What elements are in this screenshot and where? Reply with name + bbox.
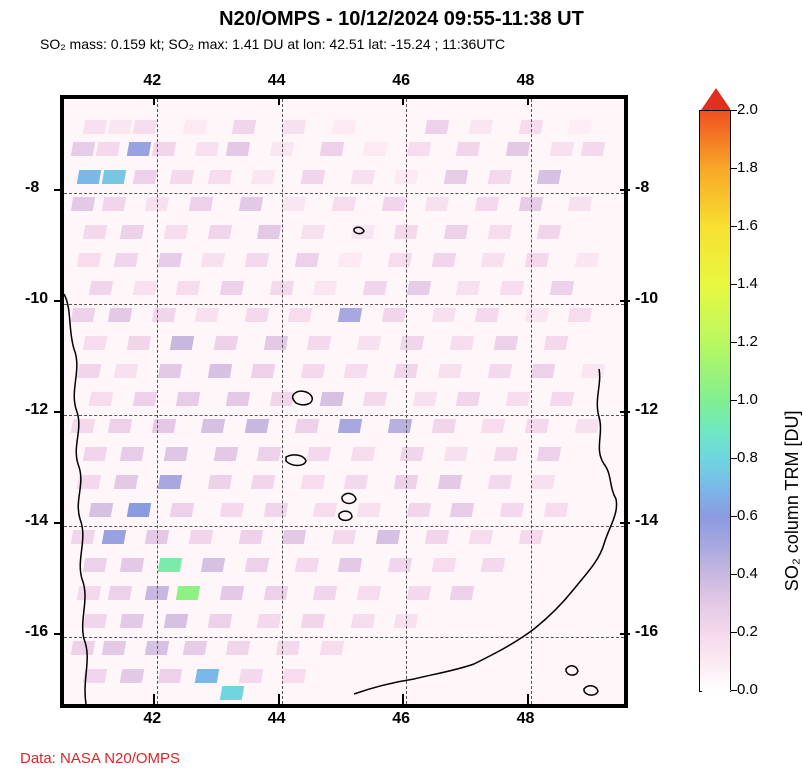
- colorbar-tick-mark: [731, 632, 737, 633]
- colorbar-tick: 0.6: [737, 507, 758, 524]
- colorbar-tick-mark: [731, 168, 737, 169]
- x-tick-top: 46: [392, 72, 410, 90]
- colorbar-tick: 1.4: [737, 275, 758, 292]
- colorbar-tick-mark: [731, 342, 737, 343]
- tick-mark: [620, 633, 630, 635]
- y-tick-right: -10: [635, 290, 658, 308]
- colorbar-tick: 1.6: [737, 217, 758, 234]
- colorbar-tick: 2.0: [737, 101, 758, 118]
- colorbar-tick-mark: [731, 110, 737, 111]
- colorbar-tick-mark: [731, 516, 737, 517]
- colorbar-tick: 0.4: [737, 565, 758, 582]
- colorbar-tick: 1.8: [737, 159, 758, 176]
- tick-mark: [54, 411, 64, 413]
- tick-mark: [527, 95, 529, 105]
- tick-mark: [278, 694, 280, 704]
- tick-mark: [620, 300, 630, 302]
- tick-mark: [278, 95, 280, 105]
- y-tick-left: -8: [25, 179, 39, 197]
- tick-mark: [620, 411, 630, 413]
- colorbar-tick-mark: [731, 400, 737, 401]
- y-tick-left: -10: [25, 290, 48, 308]
- colorbar-tick: 1.2: [737, 333, 758, 350]
- x-tick-bottom: 42: [143, 710, 161, 728]
- tick-mark: [153, 694, 155, 704]
- colorbar-over-triangle: [701, 88, 731, 110]
- x-tick-bottom: 48: [517, 710, 535, 728]
- tick-mark: [54, 189, 64, 191]
- y-tick-right: -12: [635, 401, 658, 419]
- y-tick-right: -14: [635, 512, 658, 530]
- data-attribution: Data: NASA N20/OMPS: [20, 750, 180, 767]
- chart-subtitle: SO₂ mass: 0.159 kt; SO₂ max: 1.41 DU at …: [40, 36, 505, 52]
- map-plot-area: [60, 95, 628, 708]
- tick-mark: [153, 95, 155, 105]
- x-tick-top: 48: [517, 72, 535, 90]
- chart-title: N20/OMPS - 10/12/2024 09:55-11:38 UT: [0, 8, 803, 31]
- x-tick-bottom: 46: [392, 710, 410, 728]
- tick-mark: [402, 694, 404, 704]
- tick-mark: [620, 189, 630, 191]
- tick-mark: [54, 633, 64, 635]
- colorbar-tick-mark: [731, 690, 737, 691]
- x-tick-bottom: 44: [268, 710, 286, 728]
- y-tick-right: -16: [635, 623, 658, 641]
- colorbar-tick-mark: [731, 284, 737, 285]
- colorbar: [699, 110, 731, 692]
- colorbar-tick: 0.2: [737, 623, 758, 640]
- colorbar-tick-mark: [731, 226, 737, 227]
- colorbar-under-triangle: [701, 690, 731, 712]
- tick-mark: [54, 300, 64, 302]
- colorbar-tick-mark: [731, 574, 737, 575]
- x-tick-top: 42: [143, 72, 161, 90]
- coastlines: [64, 99, 624, 704]
- colorbar-label: SO₂ column TRM [DU]: [783, 411, 803, 592]
- y-tick-left: -12: [25, 401, 48, 419]
- y-tick-right: -8: [635, 179, 649, 197]
- tick-mark: [620, 522, 630, 524]
- tick-mark: [402, 95, 404, 105]
- tick-mark: [527, 694, 529, 704]
- colorbar-tick: 0.0: [737, 681, 758, 698]
- y-tick-left: -14: [25, 512, 48, 530]
- colorbar-tick: 1.0: [737, 391, 758, 408]
- tick-mark: [54, 522, 64, 524]
- x-tick-top: 44: [268, 72, 286, 90]
- y-tick-left: -16: [25, 623, 48, 641]
- colorbar-tick-mark: [731, 458, 737, 459]
- colorbar-tick: 0.8: [737, 449, 758, 466]
